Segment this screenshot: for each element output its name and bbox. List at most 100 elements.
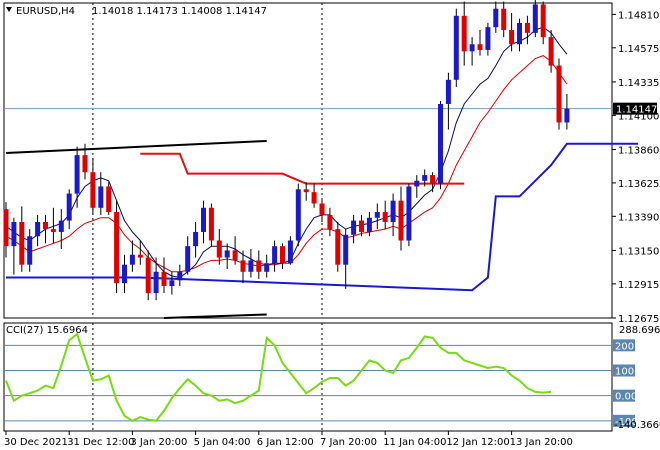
candle-body: [453, 15, 459, 80]
candle-body: [414, 180, 420, 187]
candle-body: [256, 260, 262, 272]
candle-body: [98, 186, 104, 208]
trend-line-upper: [5, 139, 267, 155]
candle: [27, 229, 33, 272]
current-price-badge: 1.14147: [613, 102, 657, 116]
cci-level-label: 0.00: [615, 392, 637, 403]
support-line: [6, 142, 638, 292]
candle: [366, 212, 372, 237]
cci-header: CCI(27) 15.6964 288.6962 -140.3666: [6, 325, 660, 431]
fast-ma-line: [5, 26, 568, 279]
candle: [224, 243, 230, 269]
candle-body: [145, 257, 151, 294]
candle-body: [295, 189, 301, 241]
candle: [280, 243, 285, 269]
candle: [343, 229, 349, 289]
candle: [335, 222, 341, 272]
candle: [272, 240, 278, 272]
candle-body: [406, 186, 412, 241]
candle: [351, 214, 357, 244]
candle-body: [193, 231, 199, 247]
symbol-label: EURUSD,H4: [16, 6, 75, 17]
cci-level-label: -100: [615, 417, 638, 428]
candle-body: [240, 260, 246, 272]
candle-body: [335, 229, 341, 265]
candle: [327, 207, 333, 237]
candle-body: [114, 212, 120, 284]
cci-level-badge: -100: [613, 414, 638, 428]
candle: [493, 1, 499, 33]
candles: [3, 0, 570, 301]
candle-body: [524, 22, 530, 33]
candle-body: [19, 222, 25, 265]
candle-body: [548, 37, 554, 66]
y-tick-label: 1.13860: [618, 145, 659, 156]
cci-label: CCI(27) 15.6964: [6, 325, 88, 336]
candle: [438, 101, 443, 190]
candle: [19, 206, 25, 272]
x-tick-label: 30 Dec 2021: [4, 437, 68, 448]
candle: [43, 214, 48, 244]
x-tick-label: 5 Jan 04:00: [194, 437, 251, 448]
candle: [469, 37, 475, 66]
candle-body: [161, 271, 167, 287]
candle-body: [390, 200, 396, 223]
candle: [114, 200, 120, 294]
cci-level-label: 200: [615, 341, 634, 352]
x-tick-label: 13 Jan 20:00: [510, 437, 573, 448]
cci-level-badge-bg: [613, 414, 635, 427]
candle-body: [343, 234, 349, 265]
chart-dropdown-icon[interactable]: [6, 7, 12, 12]
candle-body: [264, 263, 270, 272]
y-tick-label: 1.12915: [618, 280, 659, 291]
candle-body: [90, 172, 96, 208]
slow-ma-line: [5, 55, 568, 273]
current-price-badge-bg: [613, 102, 657, 115]
price-panel-frame: [3, 2, 613, 319]
cci-panel: 200 100 0.00 -100: [4, 332, 638, 428]
candle: [517, 18, 522, 52]
candle: [524, 15, 530, 45]
candle-body: [477, 44, 483, 50]
candle-body: [327, 214, 333, 230]
candle-body: [469, 44, 475, 52]
candle-body: [3, 209, 9, 247]
candle: [11, 217, 17, 275]
candle: [303, 182, 309, 201]
candle-body: [11, 222, 17, 247]
y-tick-label: 1.13150: [618, 246, 659, 257]
chart-grid: [4, 3, 612, 431]
x-tick-label: 11 Jan 04:00: [383, 437, 446, 448]
candle-body: [493, 8, 499, 28]
candle-body: [509, 30, 515, 45]
candle-body: [129, 254, 135, 265]
candle-body: [501, 8, 507, 31]
candle: [287, 236, 293, 265]
candle-body: [366, 217, 372, 232]
candle: [50, 207, 56, 244]
chart-header: EURUSD,H4 1.14018 1.14173 1.14008 1.1414…: [6, 6, 267, 17]
y-tick-label: 1.14810: [618, 10, 659, 21]
candle-body: [382, 212, 388, 223]
candle: [161, 257, 167, 294]
candle-body: [374, 212, 380, 218]
candle-body: [177, 271, 183, 281]
candle-body: [359, 220, 364, 232]
candle: [98, 172, 104, 215]
candle-body: [169, 280, 175, 287]
x-tick-label: 31 Dec 12:00: [67, 437, 134, 448]
candle-body: [216, 240, 222, 258]
candle: [90, 158, 96, 215]
candle: [509, 12, 515, 52]
indicator-lines: [5, 26, 638, 319]
candle: [311, 183, 317, 208]
candle-body: [232, 250, 238, 261]
candle: [390, 193, 396, 237]
candle-body: [66, 193, 72, 221]
candle: [177, 264, 183, 287]
candle: [264, 254, 270, 278]
candle-body: [564, 108, 570, 123]
candle: [216, 229, 222, 265]
candle-body: [35, 222, 41, 237]
